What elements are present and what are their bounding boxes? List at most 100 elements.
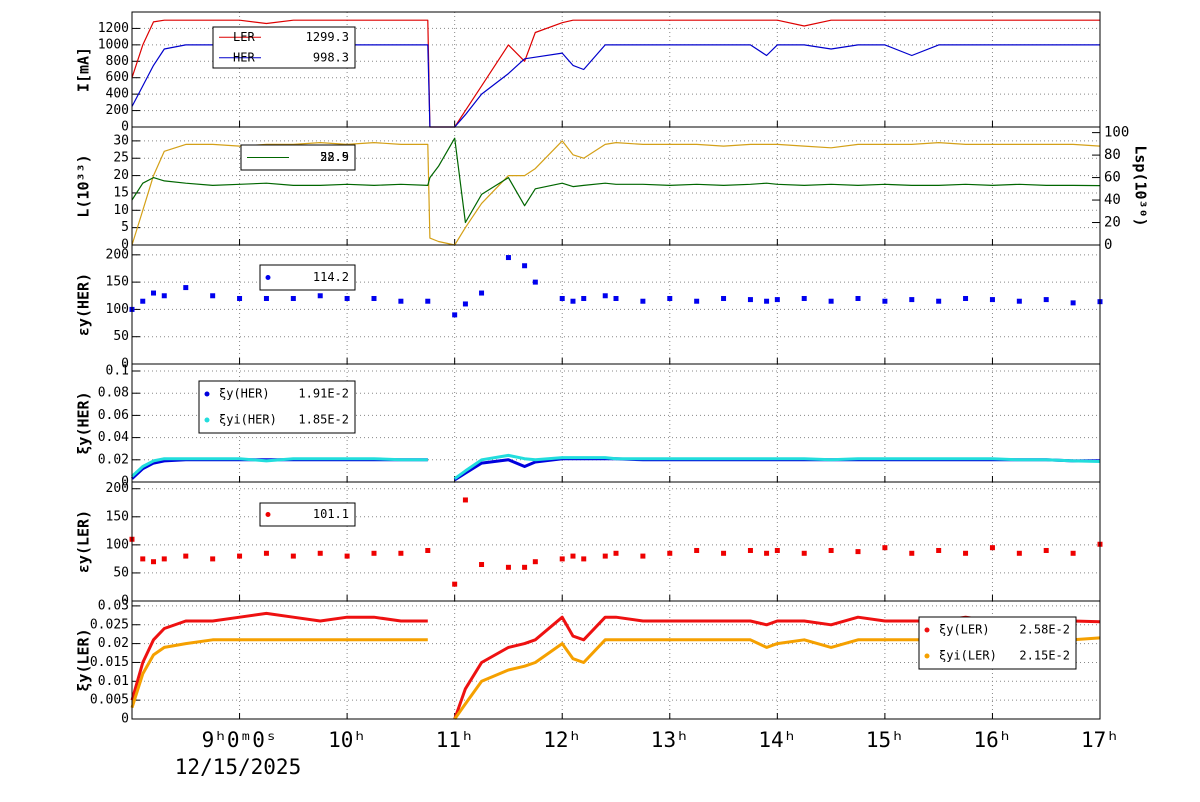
y2-tick-label: 60 bbox=[1104, 170, 1121, 186]
x-tick-label: 12ʰ bbox=[543, 728, 581, 752]
scatter-point bbox=[721, 295, 727, 301]
x-tick-label: 10ʰ bbox=[328, 728, 366, 752]
legend-marker bbox=[204, 417, 210, 423]
y-tick-label: 0 bbox=[121, 594, 129, 609]
x-axis-label: 12/15/2025 bbox=[175, 755, 301, 779]
scatter-point bbox=[479, 290, 485, 296]
scatter-point bbox=[161, 293, 167, 299]
scatter-point bbox=[989, 545, 995, 551]
scatter-point bbox=[183, 553, 189, 559]
series-line bbox=[130, 453, 1101, 480]
scatter-point bbox=[532, 559, 538, 565]
legend-value: 2.58E-2 bbox=[1019, 623, 1070, 637]
y-tick-label: 100 bbox=[106, 537, 129, 552]
scatter-point bbox=[989, 297, 995, 303]
legend-value: 1299.3 bbox=[306, 30, 349, 44]
legend-box bbox=[918, 616, 1077, 670]
scatter-point bbox=[882, 545, 888, 551]
y-tick-label: 0 bbox=[121, 357, 129, 372]
y-tick-label: 150 bbox=[106, 509, 129, 524]
scatter-point bbox=[1043, 297, 1049, 303]
scatter-point bbox=[532, 279, 538, 285]
scatter-point bbox=[452, 581, 458, 587]
y-tick-label: 0.04 bbox=[98, 430, 129, 445]
scatter-point bbox=[344, 295, 350, 301]
scatter-point bbox=[522, 564, 528, 570]
x-tick-label: 16ʰ bbox=[973, 728, 1011, 752]
scatter-point bbox=[371, 295, 377, 301]
scatter-point bbox=[581, 295, 587, 301]
y-tick-label: 200 bbox=[106, 103, 129, 118]
y2-tick-label: 40 bbox=[1104, 192, 1121, 208]
legend-value: 998.3 bbox=[313, 50, 349, 64]
y-tick-label: 0.06 bbox=[98, 408, 129, 423]
scatter-point bbox=[371, 550, 377, 556]
plot-frame bbox=[131, 600, 1101, 720]
x-tick-label: 15ʰ bbox=[866, 728, 904, 752]
y-tick-label: 50 bbox=[113, 329, 129, 344]
scatter-point bbox=[559, 295, 565, 301]
scatter-point bbox=[210, 293, 216, 299]
y-tick-label: 5 bbox=[121, 220, 129, 235]
scatter-point bbox=[263, 550, 269, 556]
scatter-point bbox=[559, 556, 565, 562]
scatter-point bbox=[570, 298, 576, 304]
scatter-point bbox=[290, 295, 296, 301]
scatter-point bbox=[317, 550, 323, 556]
scatter-point bbox=[1016, 550, 1022, 556]
scatter-point bbox=[317, 293, 323, 299]
y-tick-label: 0.02 bbox=[98, 452, 129, 467]
y-tick-label: 200 bbox=[106, 247, 129, 262]
y-tick-label: 50 bbox=[113, 565, 129, 580]
legend-value: 2.15E-2 bbox=[1019, 649, 1070, 663]
scatter-point bbox=[909, 297, 915, 303]
y-axis-label: ξy(HER) bbox=[75, 391, 93, 454]
y-tick-label: 400 bbox=[106, 87, 129, 102]
y-axis-label: εy(LER) bbox=[75, 510, 93, 573]
legend-box bbox=[259, 502, 356, 527]
scatter-point bbox=[747, 547, 753, 553]
y-tick-label: 0.005 bbox=[90, 693, 129, 708]
legend-value: 101.1 bbox=[313, 507, 349, 521]
y2-tick-label: 80 bbox=[1104, 147, 1121, 163]
scatter-point bbox=[936, 298, 942, 304]
y-tick-label: 0.08 bbox=[98, 386, 129, 401]
y-tick-label: 0 bbox=[121, 120, 129, 135]
legend-name: ξyi(LER) bbox=[939, 649, 997, 663]
scatter-point bbox=[151, 290, 157, 296]
scatter-point bbox=[1070, 550, 1076, 556]
scatter-point bbox=[667, 550, 673, 556]
y-tick-label: 15 bbox=[113, 185, 129, 200]
scatter-point bbox=[828, 547, 834, 553]
scatter-point bbox=[452, 312, 458, 318]
legend-value: 1.85E-2 bbox=[298, 413, 349, 427]
scatter-point bbox=[613, 550, 619, 556]
scatter-point bbox=[602, 293, 608, 299]
y-tick-label: 0.025 bbox=[90, 617, 129, 632]
scatter-point bbox=[210, 556, 216, 562]
y2-tick-label: 0 bbox=[1104, 237, 1112, 253]
legend-name: LER bbox=[233, 30, 255, 44]
scatter-point bbox=[640, 298, 646, 304]
y-tick-label: 25 bbox=[113, 151, 129, 166]
y-tick-label: 0.02 bbox=[98, 636, 129, 651]
x-tick-label: 14ʰ bbox=[758, 728, 796, 752]
series-line bbox=[131, 140, 1101, 246]
scatter-point bbox=[505, 564, 511, 570]
scatter-point bbox=[1043, 547, 1049, 553]
scatter-point bbox=[855, 295, 861, 301]
scatter-point bbox=[694, 547, 700, 553]
y-axis-label: L(10³³) bbox=[75, 154, 93, 217]
legend-box bbox=[259, 264, 356, 291]
scatter-point bbox=[161, 556, 167, 562]
scatter-point bbox=[602, 553, 608, 559]
legend-name: HER bbox=[233, 50, 255, 64]
x-tick-label: 9ʰ0ᵐ0ˢ bbox=[202, 728, 278, 752]
y-axis-label: εy(HER) bbox=[75, 273, 93, 336]
y-tick-label: 0 bbox=[121, 238, 129, 253]
scatter-point bbox=[764, 550, 770, 556]
series-line bbox=[131, 19, 1100, 128]
plot-frame bbox=[131, 481, 1101, 602]
